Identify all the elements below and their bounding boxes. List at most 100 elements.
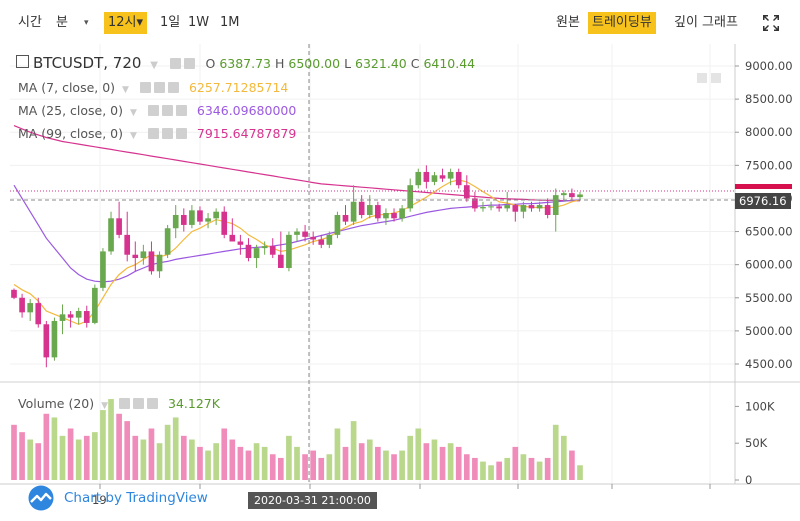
symbol-name: BTCUSDT, 720 bbox=[33, 54, 142, 72]
view-mode-2[interactable]: 깊이 그래프 bbox=[674, 15, 738, 30]
volume-bar bbox=[496, 461, 502, 480]
candle-body bbox=[156, 254, 163, 272]
interval-item-1[interactable]: 분 bbox=[56, 15, 68, 30]
gear-icon[interactable] bbox=[153, 82, 165, 93]
volume-controls bbox=[116, 396, 159, 411]
volume-bar bbox=[67, 428, 74, 480]
volume-bar bbox=[277, 457, 284, 480]
candle-body bbox=[326, 234, 333, 245]
candle-body bbox=[197, 210, 203, 222]
volume-bar bbox=[164, 424, 171, 480]
volume-bar bbox=[19, 432, 25, 480]
open-value: 6387.73 bbox=[219, 56, 272, 71]
price-tick-label: 4500.00 bbox=[745, 357, 793, 371]
eye-icon[interactable] bbox=[139, 82, 151, 93]
volume-bar bbox=[504, 457, 511, 480]
candle-body bbox=[544, 205, 551, 215]
volume-bar bbox=[472, 457, 478, 480]
close-label: C bbox=[410, 56, 420, 71]
tradingview-watermark[interactable]: Chart by TradingView bbox=[24, 485, 208, 511]
gear-icon[interactable] bbox=[161, 128, 173, 139]
ma25-caret-icon[interactable]: ▼ bbox=[130, 108, 137, 118]
interval-item-5[interactable]: 1W bbox=[188, 15, 210, 30]
candle-body bbox=[148, 251, 155, 272]
candle-body bbox=[439, 175, 446, 179]
interval-item-2[interactable]: ▾ bbox=[84, 18, 89, 28]
last-price-badge: 6976.16 bbox=[735, 193, 791, 209]
low-value: 6321.40 bbox=[355, 56, 407, 71]
candle-body bbox=[116, 218, 122, 235]
candle-body bbox=[237, 241, 244, 245]
high-value: 6500.00 bbox=[288, 56, 341, 71]
eye-icon[interactable] bbox=[119, 398, 131, 409]
close-icon[interactable] bbox=[175, 128, 187, 139]
view-mode-0[interactable]: 원본 bbox=[556, 15, 580, 30]
volume-bar bbox=[237, 446, 244, 480]
candle-body bbox=[569, 193, 575, 198]
candle-body bbox=[83, 311, 90, 323]
volume-legend: Volume (20) ▼ 34.127K bbox=[18, 396, 220, 411]
fullscreen-icon[interactable] bbox=[762, 14, 780, 32]
price-tick-label: 6000.00 bbox=[745, 258, 793, 272]
volume-bar bbox=[310, 450, 317, 480]
gear-icon[interactable] bbox=[183, 58, 195, 69]
candle-body bbox=[51, 320, 58, 358]
volume-bar bbox=[431, 439, 438, 480]
volume-bar bbox=[189, 439, 195, 480]
volume-bar bbox=[294, 446, 300, 480]
symbol-caret-icon[interactable]: ▼ bbox=[150, 60, 158, 71]
close-value: 6410.44 bbox=[423, 56, 476, 71]
volume-bar bbox=[156, 443, 163, 480]
candle-body bbox=[189, 210, 195, 225]
chart-canvas[interactable]: 9000.008500.008000.007500.007000.006500.… bbox=[0, 44, 800, 516]
price-tick-label: 8500.00 bbox=[745, 92, 793, 106]
interval-item-3[interactable]: 12시▾ bbox=[104, 12, 148, 34]
interval-item-6[interactable]: 1M bbox=[220, 15, 240, 30]
price-chart[interactable]: 9000.008500.008000.007500.007000.006500.… bbox=[0, 44, 800, 516]
settings-icon[interactable] bbox=[169, 58, 181, 69]
candle-body bbox=[366, 205, 373, 215]
volume-bar bbox=[528, 457, 535, 480]
close-icon[interactable] bbox=[147, 398, 159, 409]
eye-icon[interactable] bbox=[147, 105, 159, 116]
price-tick-label: 7500.00 bbox=[745, 158, 793, 172]
candle-body bbox=[164, 228, 171, 255]
close-icon[interactable] bbox=[167, 82, 179, 93]
candle-body bbox=[286, 234, 292, 268]
volume-bar bbox=[439, 446, 446, 480]
close-icon[interactable] bbox=[175, 105, 187, 116]
gear-icon[interactable] bbox=[161, 105, 173, 116]
volume-bar bbox=[366, 439, 373, 480]
volume-bar bbox=[140, 439, 147, 480]
scroll-icon bbox=[697, 73, 707, 83]
candle-body bbox=[536, 205, 543, 209]
candle-body bbox=[253, 248, 260, 259]
candle-body bbox=[261, 246, 268, 249]
volume-bar bbox=[488, 465, 494, 480]
volume-bar bbox=[245, 450, 252, 480]
ma25-value: 6346.09680000 bbox=[196, 103, 297, 118]
volume-caret-icon[interactable]: ▼ bbox=[101, 401, 109, 411]
candle-body bbox=[302, 231, 308, 237]
volume-bar bbox=[480, 461, 486, 480]
ma7-caret-icon[interactable]: ▼ bbox=[122, 85, 129, 95]
view-mode-1[interactable]: 트레이딩뷰 bbox=[588, 12, 656, 34]
candle-body bbox=[431, 175, 438, 182]
candle-body bbox=[75, 311, 82, 318]
scroll-icon bbox=[711, 73, 721, 83]
gear-icon[interactable] bbox=[133, 398, 145, 409]
chart-type-icon[interactable] bbox=[16, 55, 29, 68]
interval-item-4[interactable]: 1일 bbox=[160, 15, 181, 30]
candle-body bbox=[463, 185, 470, 199]
eye-icon[interactable] bbox=[147, 128, 159, 139]
volume-bar bbox=[455, 446, 462, 480]
volume-bar bbox=[350, 421, 357, 480]
volume-bar bbox=[213, 443, 219, 480]
candle-body bbox=[415, 171, 422, 186]
symbol-controls bbox=[167, 54, 195, 72]
low-label: L bbox=[344, 56, 352, 71]
interval-item-0[interactable]: 시간 bbox=[18, 15, 42, 30]
ma99-caret-icon[interactable]: ▼ bbox=[130, 131, 137, 141]
candle-body bbox=[213, 211, 219, 219]
candle-body bbox=[342, 215, 349, 222]
